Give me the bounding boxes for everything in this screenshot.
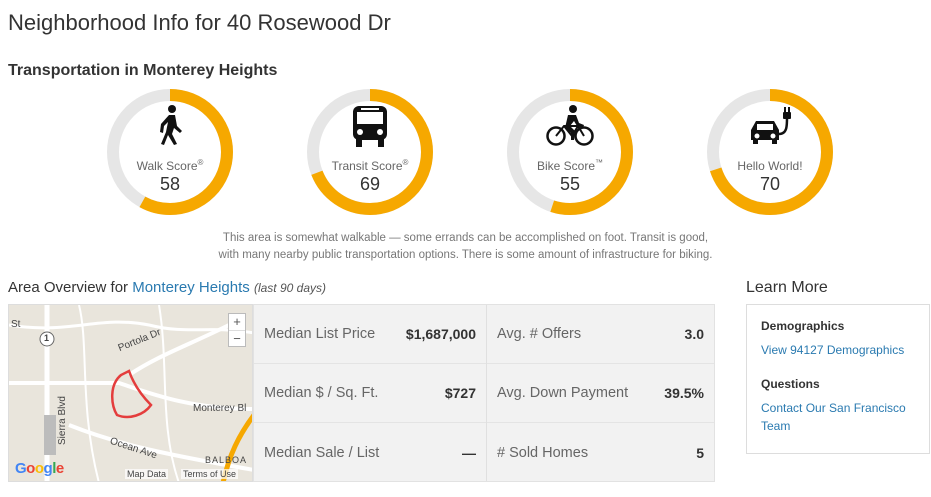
electric-car-icon bbox=[706, 104, 834, 153]
transportation-heading: Transportation in Monterey Heights bbox=[8, 62, 278, 79]
demographics-group: Demographics View 94127 Demographics bbox=[761, 319, 915, 359]
bus-icon bbox=[306, 104, 434, 153]
electric-score-ring bbox=[707, 89, 833, 215]
bike-score-ring bbox=[507, 89, 633, 215]
map-label-st: St bbox=[11, 319, 21, 330]
transit-score-value: 69 bbox=[359, 174, 381, 194]
map-zoom-control: + − bbox=[228, 313, 246, 347]
stat-value: $1,687,000 bbox=[405, 326, 476, 342]
learn-more-panel: Demographics View 94127 Demographics Que… bbox=[746, 304, 930, 454]
market-stats-table: Median List Price $1,687,000 Avg. # Offe… bbox=[253, 304, 715, 482]
demographics-heading: Demographics bbox=[761, 319, 845, 333]
demographics-link[interactable]: View 94127 Demographics bbox=[761, 343, 905, 357]
column-divider bbox=[486, 305, 487, 481]
stat-value: $727 bbox=[444, 385, 476, 401]
stat-value: — bbox=[462, 444, 476, 461]
map-label-balboa: BALBOA bbox=[205, 455, 248, 465]
transit-score-mark: ® bbox=[402, 158, 409, 167]
stat-median-sale-list: Median Sale / List — bbox=[254, 423, 486, 482]
bike-score-mark: ™ bbox=[595, 158, 604, 167]
zoom-out-button[interactable]: − bbox=[229, 330, 245, 346]
google-logo: Google bbox=[15, 460, 64, 477]
score-cards: Walk Score® 58 Transit Score® 69 bbox=[0, 88, 931, 218]
area-overview-period: (last 90 days) bbox=[253, 281, 326, 295]
stat-median-price-sqft: Median $ / Sq. Ft. $727 bbox=[254, 364, 486, 423]
questions-heading: Questions bbox=[761, 377, 820, 391]
walk-score-value: 58 bbox=[159, 174, 181, 194]
electric-score-label: Hello World! bbox=[737, 159, 803, 173]
stat-value: 5 bbox=[696, 444, 704, 461]
neighborhood-map[interactable]: 1 St Portola Dr Monterey Bl Ocean Ave BA… bbox=[8, 304, 253, 482]
walk-score-mark: ® bbox=[197, 158, 204, 167]
stat-value: 39.5% bbox=[664, 385, 704, 401]
stat-label: Median $ / Sq. Ft. bbox=[264, 385, 379, 401]
walk-score-label: Walk Score bbox=[136, 159, 198, 173]
neighborhood-link[interactable]: Monterey Heights bbox=[132, 279, 250, 296]
stat-label: # Sold Homes bbox=[497, 444, 589, 461]
transit-score-label: Transit Score bbox=[331, 159, 403, 173]
area-overview-prefix: Area Overview for bbox=[8, 279, 129, 296]
stat-median-list-price: Median List Price $1,687,000 bbox=[254, 305, 486, 364]
map-data-link[interactable]: Map Data bbox=[125, 469, 169, 479]
stat-avg-offers: Avg. # Offers 3.0 bbox=[487, 305, 714, 364]
questions-group: Questions Contact Our San Francisco Team bbox=[761, 377, 915, 435]
route-shield: 1 bbox=[44, 333, 50, 343]
stat-sold-homes: # Sold Homes 5 bbox=[487, 423, 714, 482]
stat-label: Median List Price bbox=[264, 326, 376, 342]
contact-team-link[interactable]: Contact Our San Francisco Team bbox=[761, 401, 906, 433]
summary-line-2: with many nearby public transportation o… bbox=[218, 249, 713, 261]
bike-icon bbox=[506, 104, 634, 153]
walk-score-card[interactable]: Walk Score® 58 bbox=[106, 88, 234, 216]
stat-label: Avg. Down Payment bbox=[497, 385, 629, 401]
bike-score-label: Bike Score bbox=[536, 159, 596, 173]
learn-more-heading: Learn More bbox=[746, 279, 828, 296]
map-label-monterey: Monterey Bl bbox=[193, 403, 247, 414]
walk-icon bbox=[106, 104, 234, 151]
stat-label: Avg. # Offers bbox=[497, 326, 582, 342]
summary-line-1: This area is somewhat walkable — some er… bbox=[222, 232, 709, 244]
electric-score-card[interactable]: Hello World! 70 bbox=[706, 88, 834, 216]
bike-score-card[interactable]: Bike Score™ 55 bbox=[506, 88, 634, 216]
transportation-summary: This area is somewhat walkable — some er… bbox=[0, 230, 931, 264]
walk-score-ring bbox=[107, 89, 233, 215]
map-label-sierra: Sierra Blvd bbox=[57, 396, 68, 445]
transit-score-card[interactable]: Transit Score® 69 bbox=[306, 88, 434, 216]
page-title: Neighborhood Info for 40 Rosewood Dr bbox=[8, 10, 391, 35]
zoom-in-button[interactable]: + bbox=[233, 314, 241, 329]
stat-label: Median Sale / List bbox=[264, 444, 380, 461]
map-roads bbox=[9, 305, 252, 481]
electric-score-value: 70 bbox=[759, 174, 781, 194]
stat-value: 3.0 bbox=[684, 326, 704, 342]
terms-of-use-link[interactable]: Terms of Use bbox=[181, 469, 239, 479]
stat-avg-down-payment: Avg. Down Payment 39.5% bbox=[487, 364, 714, 423]
transit-score-ring bbox=[307, 89, 433, 215]
area-overview-heading: Area Overview for Monterey Heights (last… bbox=[8, 279, 326, 296]
bike-score-value: 55 bbox=[559, 174, 581, 194]
